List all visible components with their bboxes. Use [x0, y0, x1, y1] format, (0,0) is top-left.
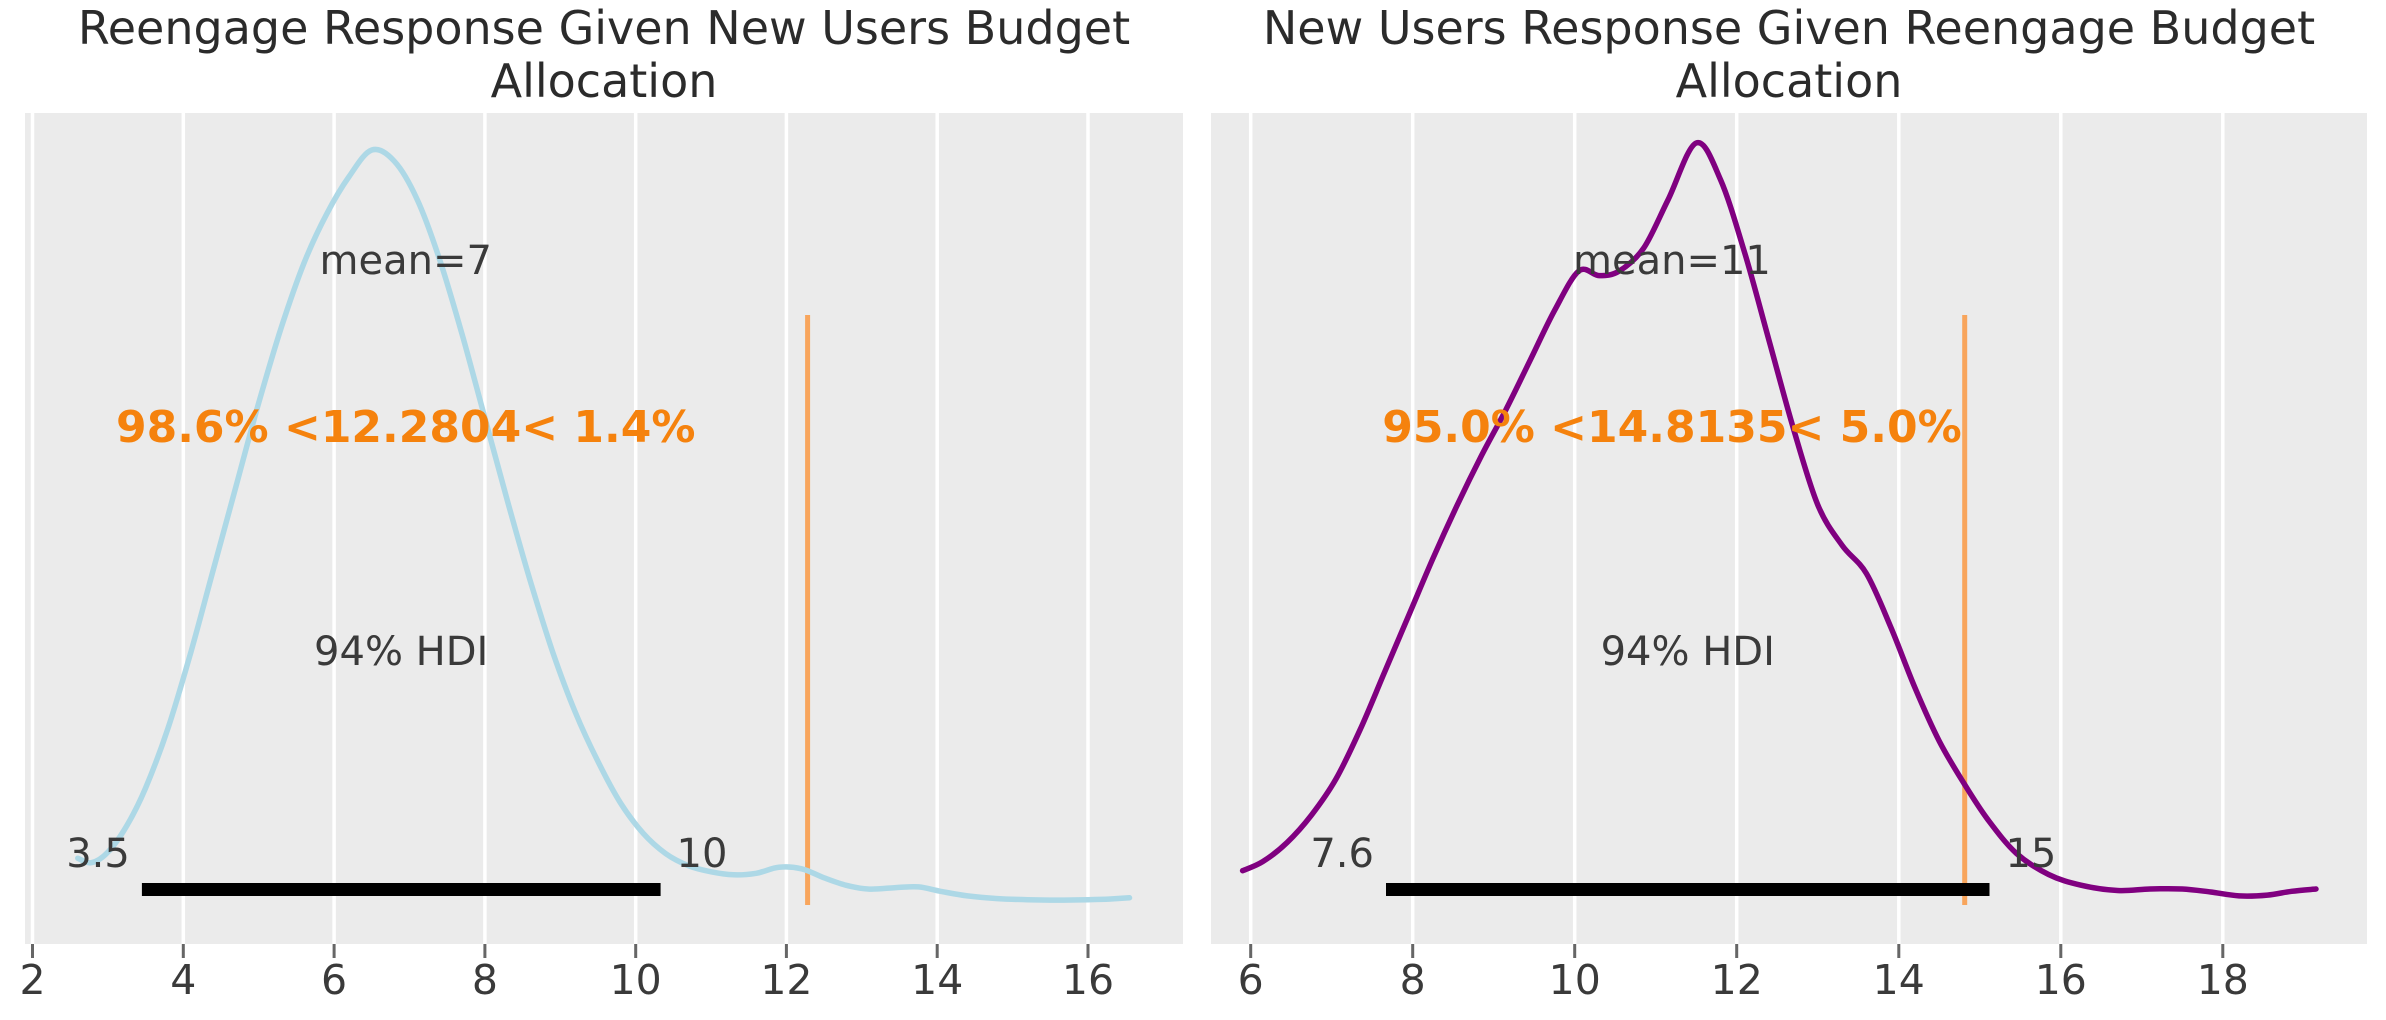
left-hdi-lower-label: 3.5 [66, 831, 130, 877]
x-tick-label: 12 [760, 956, 813, 1004]
left-hdi-upper-label: 10 [676, 831, 728, 877]
right-hdi-lower-label: 7.6 [1310, 831, 1374, 877]
plot-background [1211, 113, 2367, 944]
right-plot-title: New Users Response Given Reengage Budget… [1211, 1, 2367, 109]
right-ref-value-label: 95.0% <14.8135< 5.0% [1382, 402, 1962, 453]
left-mean-label: mean=7 [319, 238, 492, 284]
x-tick-label: 10 [1548, 956, 1601, 1004]
x-tick-label: 16 [2034, 956, 2087, 1004]
left-hdi-label: 94% HDI [314, 629, 489, 675]
left-kde-canvas [25, 113, 1183, 958]
right-plot-title-line1: New Users Response Given Reengage Budget [1262, 1, 2316, 55]
left-plot-title: Reengage Response Given New Users Budget… [25, 1, 1183, 109]
kde-curve [1239, 140, 2319, 899]
hdi-bar [141, 883, 661, 896]
right-hdi-label: 94% HDI [1600, 629, 1775, 675]
x-tick-label: 8 [471, 956, 498, 1004]
x-tick-label: 18 [2196, 956, 2249, 1004]
x-tick-label: 14 [1872, 956, 1925, 1004]
plot-background [25, 113, 1183, 944]
right-mean-label: mean=11 [1573, 238, 1771, 284]
right-hdi-upper-label: 15 [2005, 831, 2057, 877]
kde-curve [75, 146, 1133, 903]
x-tick-label: 6 [1237, 956, 1264, 1004]
x-tick-label: 4 [170, 956, 197, 1004]
x-tick-label: 6 [321, 956, 348, 1004]
x-tick-label: 12 [1710, 956, 1763, 1004]
right-plot-title-line2: Allocation [1675, 54, 1903, 109]
left-plot-title-line2: Allocation [490, 54, 718, 109]
x-tick-label: 10 [609, 956, 662, 1004]
x-tick-label: 16 [1061, 956, 1115, 1004]
x-tick-label: 2 [19, 956, 46, 1004]
right-kde-canvas [1211, 113, 2367, 958]
hdi-bar [1386, 883, 1990, 896]
left-ref-value-label: 98.6% <12.2804< 1.4% [115, 402, 696, 453]
left-plot-title-line1: Reengage Response Given New Users Budget [77, 1, 1131, 55]
x-tick-label: 8 [1399, 956, 1426, 1004]
x-tick-label: 14 [911, 956, 964, 1004]
